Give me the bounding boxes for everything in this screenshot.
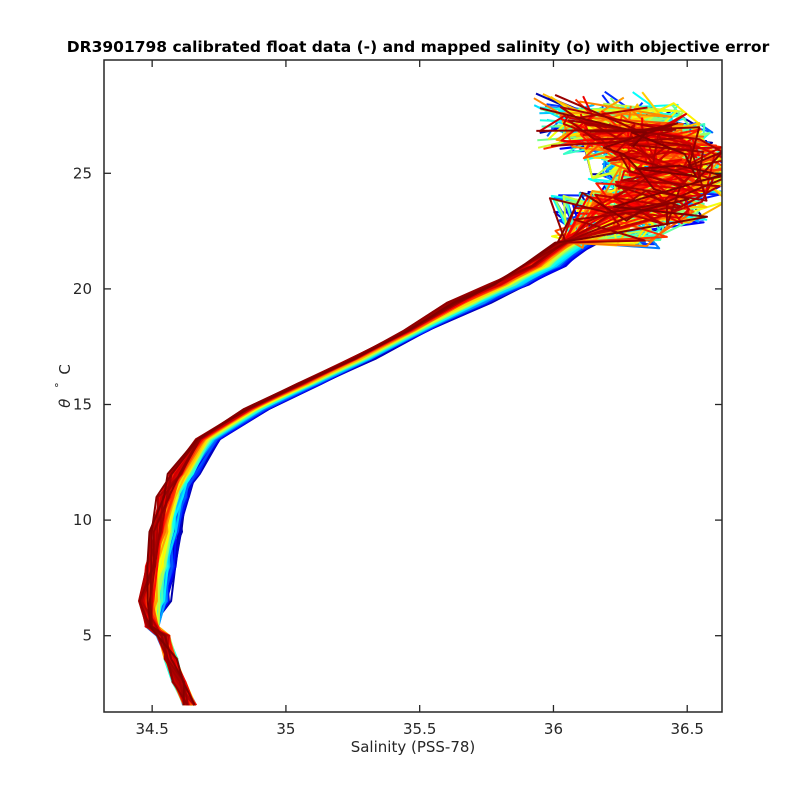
y-axis-label: θ ° C [49,364,74,408]
y-tick-label: 20 [73,280,92,298]
x-tick-label: 35.5 [403,720,436,738]
y-tick-label: 25 [73,164,92,182]
y-axis-label-unit: C [56,364,74,374]
profile-line [140,106,722,706]
profile-line [147,90,671,706]
plot-frame [103,59,723,713]
svg-text:θ ° C: θ ° C [49,364,74,408]
x-tick-label: 36.5 [671,720,704,738]
chart-title: DR3901798 calibrated float data (-) and … [67,38,770,56]
ticks-layer: 34.5 35 35.5 36 36.5 5 10 15 20 25 [73,60,722,738]
profile-line [146,131,722,706]
x-tick-label: 36 [544,720,563,738]
x-tick-label: 35 [276,720,295,738]
y-axis-label-symbol: θ [56,399,74,408]
y-tick-label: 15 [73,395,92,413]
y-tick-label: 5 [82,627,92,645]
profile-line [157,114,695,706]
profile-line [138,126,722,706]
x-tick-label: 34.5 [135,720,168,738]
profile-line [148,96,671,706]
x-axis-label: Salinity (PSS-78) [351,738,476,756]
y-tick-label: 10 [73,511,92,529]
series-layer [138,90,722,706]
